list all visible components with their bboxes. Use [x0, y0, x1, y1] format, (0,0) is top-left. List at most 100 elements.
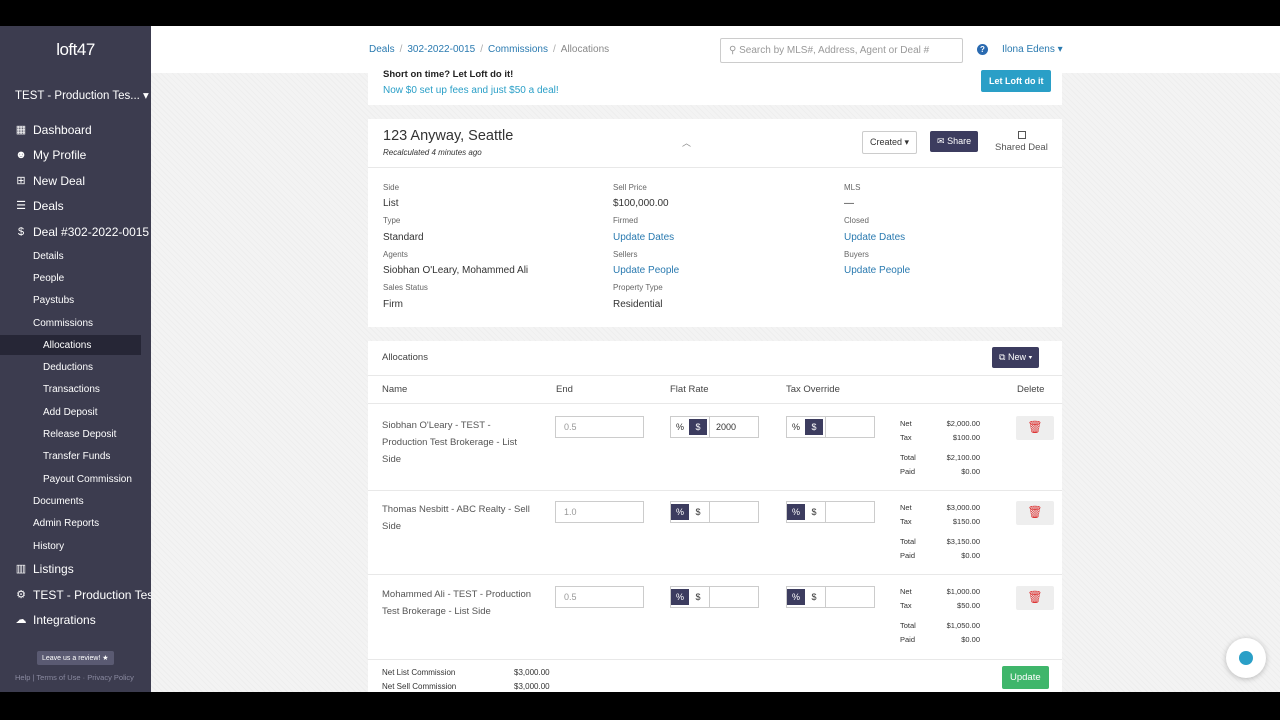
- divider: [368, 659, 1062, 660]
- tax-override-control[interactable]: % $: [786, 416, 875, 438]
- net-list-commission-value: $3,000.00: [514, 668, 550, 677]
- mls-value: —: [844, 198, 854, 209]
- app-logo[interactable]: loft47: [56, 40, 95, 59]
- sidebar-item-integrations[interactable]: ☁ Integrations: [15, 613, 96, 627]
- allocation-name: Siobhan O'Leary - TEST - Production Test…: [382, 420, 518, 465]
- tax-override-control[interactable]: % $: [786, 586, 875, 608]
- promo-link[interactable]: Now $0 set up fees and just $50 a deal!: [383, 85, 559, 96]
- percent-toggle[interactable]: %: [675, 422, 684, 432]
- buyers-update-people-link[interactable]: Update People: [844, 265, 911, 276]
- dollar-icon: $: [17, 226, 25, 238]
- chat-launcher-button[interactable]: [1226, 638, 1266, 678]
- property-type-label: Property Type: [613, 283, 663, 292]
- let-loft-do-it-button[interactable]: Let Loft do it: [981, 70, 1052, 92]
- sidebar-item-payout-commission[interactable]: Payout Commission: [43, 474, 132, 485]
- property-type-value: Residential: [613, 299, 663, 310]
- sidebar-item-history[interactable]: History: [33, 541, 65, 552]
- sidebar-item-current-deal[interactable]: $ Deal #302-2022-0015: [15, 225, 149, 239]
- flat-rate-input[interactable]: [709, 587, 758, 607]
- footer-links[interactable]: Help | Terms of Use · Privacy Policy: [15, 673, 134, 682]
- dollar-toggle[interactable]: $: [805, 419, 823, 435]
- dollar-toggle[interactable]: $: [695, 592, 701, 602]
- sidebar-item-transfer-funds[interactable]: Transfer Funds: [43, 451, 111, 462]
- dollar-toggle[interactable]: $: [811, 507, 817, 517]
- sidebar-item-commissions[interactable]: Commissions: [33, 318, 94, 329]
- divider: [368, 375, 1062, 376]
- breadcrumb-deal-number[interactable]: 302-2022-0015: [407, 44, 476, 55]
- percent-toggle[interactable]: %: [787, 589, 805, 605]
- sidebar-item-details[interactable]: Details: [33, 251, 64, 262]
- sidebar-item-transactions[interactable]: Transactions: [43, 384, 100, 395]
- percent-toggle[interactable]: %: [791, 422, 800, 432]
- mls-label: MLS: [844, 183, 861, 192]
- sidebar-item-profile[interactable]: ☻ My Profile: [15, 148, 87, 162]
- sidebar-item-dashboard[interactable]: ▦ Dashboard: [15, 123, 92, 137]
- end-input[interactable]: 1.0: [555, 501, 644, 523]
- trash-icon: 🗑: [1027, 590, 1043, 604]
- firmed-update-dates-link[interactable]: Update Dates: [613, 232, 675, 243]
- divider: [368, 403, 1062, 404]
- percent-toggle[interactable]: %: [671, 589, 689, 605]
- tax-override-input[interactable]: [825, 417, 874, 437]
- org-selector[interactable]: TEST - Production Tes... ▾: [15, 90, 149, 102]
- sidebar-item-new-deal[interactable]: ⊞ New Deal: [16, 174, 86, 188]
- sidebar-item-admin-reports[interactable]: Admin Reports: [33, 518, 100, 529]
- new-allocation-button[interactable]: ⧉ New ▾: [992, 347, 1040, 368]
- type-value: Standard: [383, 232, 424, 243]
- percent-toggle[interactable]: %: [787, 504, 805, 520]
- share-button[interactable]: ✉ Share: [930, 131, 979, 152]
- net-list-commission-label: Net List Commission: [382, 668, 456, 677]
- flat-rate-control[interactable]: % $: [670, 586, 759, 608]
- tax-override-input[interactable]: [825, 502, 874, 522]
- sidebar-item-paystubs[interactable]: Paystubs: [33, 295, 75, 306]
- closed-update-dates-link[interactable]: Update Dates: [844, 232, 906, 243]
- sellers-update-people-link[interactable]: Update People: [613, 265, 680, 276]
- leave-review-button[interactable]: Leave us a review! ★: [37, 651, 114, 665]
- dollar-toggle[interactable]: $: [695, 507, 701, 517]
- shared-deal-checkbox[interactable]: [1018, 131, 1026, 139]
- sidebar-item-listings[interactable]: ▥ Listings: [15, 562, 74, 576]
- end-input[interactable]: 0.5: [555, 586, 644, 608]
- percent-toggle[interactable]: %: [671, 504, 689, 520]
- net-sell-commission-value: $3,000.00: [514, 682, 550, 691]
- delete-allocation-button[interactable]: 🗑: [1016, 586, 1054, 610]
- sidebar-item-release-deposit[interactable]: Release Deposit: [43, 429, 117, 440]
- buyers-label: Buyers: [844, 250, 869, 259]
- collapse-chevron-icon[interactable]: ︿: [682, 138, 692, 148]
- dollar-toggle[interactable]: $: [689, 419, 707, 435]
- allocation-summary: Net $3,000.00 Tax $150.00 Total $3,150.00 P…: [900, 503, 980, 560]
- col-header-tax-override: Tax Override: [786, 384, 840, 395]
- sidebar-item-deductions[interactable]: Deductions: [43, 362, 94, 373]
- type-label: Type: [383, 216, 401, 225]
- breadcrumb-deals[interactable]: Deals: [369, 44, 395, 55]
- search-input[interactable]: ⚲ Search by MLS#, Address, Agent or Deal…: [720, 38, 963, 63]
- flat-rate-input[interactable]: 2000: [709, 417, 758, 437]
- sidebar-item-people[interactable]: People: [33, 273, 65, 284]
- top-bar: Deals/302-2022-0015/Commissions / Allocati…: [151, 26, 1280, 73]
- dollar-toggle[interactable]: $: [811, 592, 817, 602]
- col-header-end: End: [556, 384, 573, 395]
- sidebar-item-documents[interactable]: Documents: [33, 496, 84, 507]
- tax-override-control[interactable]: % $: [786, 501, 875, 523]
- status-dropdown[interactable]: Created ▾: [862, 131, 918, 154]
- help-icon[interactable]: ?: [977, 44, 988, 55]
- chat-icon: [1239, 651, 1253, 665]
- flat-rate-control[interactable]: % $: [670, 501, 759, 523]
- divider: [368, 574, 1062, 575]
- breadcrumb-commissions[interactable]: Commissions: [487, 44, 548, 55]
- flat-rate-control[interactable]: % $2000: [670, 416, 759, 438]
- end-input[interactable]: 0.5: [555, 416, 644, 438]
- gear-icon: ⚙: [16, 589, 26, 601]
- sidebar-item-allocations[interactable]: Allocations: [43, 340, 92, 351]
- update-button[interactable]: Update: [1002, 666, 1049, 689]
- sidebar-item-brokerage[interactable]: ⚙ TEST - Production Test: [16, 588, 157, 602]
- tax-override-input[interactable]: [825, 587, 874, 607]
- sidebar-item-add-deposit[interactable]: Add Deposit: [43, 407, 98, 418]
- delete-allocation-button[interactable]: 🗑: [1016, 416, 1054, 440]
- col-header-name: Name: [382, 384, 408, 395]
- sidebar-item-deals[interactable]: ☰ Deals: [16, 199, 64, 213]
- delete-allocation-button[interactable]: 🗑: [1016, 501, 1054, 525]
- allocations-card: Allocations ⧉ New ▾ Name End Flat Rate T…: [368, 341, 1062, 692]
- user-menu[interactable]: Ilona Edens ▾: [1002, 44, 1063, 55]
- flat-rate-input[interactable]: [709, 502, 758, 522]
